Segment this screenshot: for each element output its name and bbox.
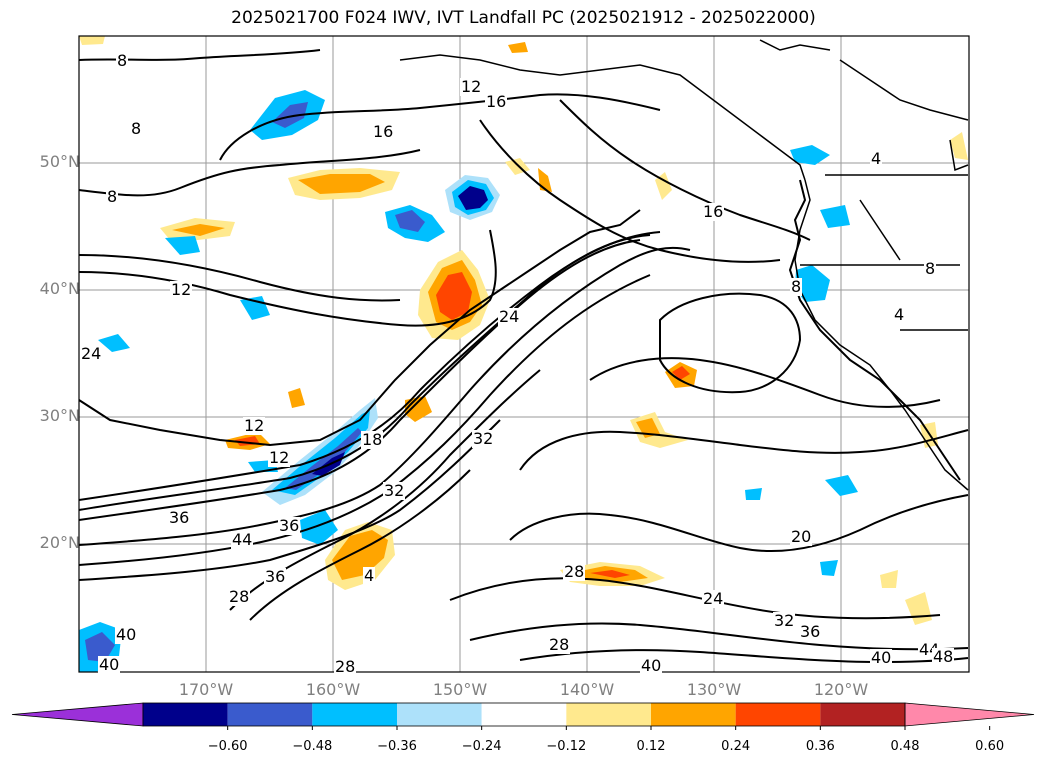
contour-label: 16 xyxy=(372,122,395,141)
contour-label: 18 xyxy=(361,430,384,449)
contour-label: 36 xyxy=(168,508,191,527)
colorbar-bin xyxy=(820,703,905,726)
colorbar-bin xyxy=(227,703,313,726)
contour-label: 36 xyxy=(264,567,287,586)
colorbar-bin xyxy=(312,703,397,726)
contour-label: 12 xyxy=(243,416,266,435)
contour-label: 16 xyxy=(485,92,508,111)
map-content xyxy=(79,36,969,672)
contour-label: 4 xyxy=(870,149,883,168)
colorbar-bin xyxy=(566,703,651,726)
contour-label: 32 xyxy=(773,611,796,630)
contour-label: 36 xyxy=(799,622,822,641)
contour-label: 28 xyxy=(228,587,251,606)
contour-label: 8 xyxy=(790,277,803,296)
contour-label: 12 xyxy=(170,280,193,299)
contour-label: 28 xyxy=(334,657,357,676)
contour-label: 8 xyxy=(106,187,119,206)
coastlines xyxy=(399,39,969,491)
contour-label: 20 xyxy=(790,527,813,546)
colorbar-tick-label: −0.48 xyxy=(292,739,333,754)
contour-label: 44 xyxy=(231,530,254,549)
lat-label-20: 20°N xyxy=(39,533,80,552)
colorbar xyxy=(11,702,1035,730)
colorbar-bin xyxy=(481,703,567,726)
lon-label-130w: 130°W xyxy=(686,680,742,699)
colorbar-tick-label: 0.60 xyxy=(975,739,1005,754)
contour-label: 40 xyxy=(115,625,138,644)
colorbar-bin xyxy=(143,703,228,726)
lon-label-170w: 170°W xyxy=(178,680,234,699)
colorbar-frame xyxy=(142,702,906,727)
contour-label: 48 xyxy=(932,647,955,666)
colorbar-bin xyxy=(651,703,736,726)
colorbar-tick-label: 0.36 xyxy=(805,739,835,754)
lon-label-140w: 140°W xyxy=(559,680,615,699)
colorbar-bin xyxy=(735,703,821,726)
colorbar-tick-label: −0.60 xyxy=(207,739,248,754)
contour-label: 24 xyxy=(702,589,725,608)
lon-label-120w: 120°W xyxy=(813,680,869,699)
plot-frame xyxy=(78,35,970,673)
contour-label: 32 xyxy=(383,481,406,500)
lat-label-40: 40°N xyxy=(39,279,80,298)
lat-label-30: 30°N xyxy=(39,406,80,425)
lon-label-160w: 160°W xyxy=(305,680,361,699)
contour-label: 24 xyxy=(80,344,103,363)
contour-label: 8 xyxy=(130,119,143,138)
contour-label: 12 xyxy=(460,77,483,96)
colorbar-extend-low xyxy=(11,702,144,727)
contour-label: 8 xyxy=(924,259,937,278)
contour-label: 40 xyxy=(98,655,121,674)
contour-label: 24 xyxy=(498,307,521,326)
contour-label: 28 xyxy=(548,635,571,654)
contour-label: 4 xyxy=(363,566,376,585)
colorbar-tick-label: −0.24 xyxy=(461,739,502,754)
contour-label: 40 xyxy=(870,648,893,667)
contour-label: 28 xyxy=(563,562,586,581)
lat-label-50: 50°N xyxy=(39,152,80,171)
contour-label: 8 xyxy=(116,51,129,70)
colorbar-bin xyxy=(397,703,482,726)
contour-label: 36 xyxy=(278,516,301,535)
colorbar-tick-label: 0.12 xyxy=(636,739,666,754)
colorbar-tick-label: 0.48 xyxy=(890,739,920,754)
contour-label: 40 xyxy=(640,656,663,675)
contour-label: 12 xyxy=(268,448,291,467)
contour-label: 16 xyxy=(702,202,725,221)
colorbar-extend-high xyxy=(904,702,1035,727)
colorbar-tick-label: −0.12 xyxy=(546,739,587,754)
lon-label-150w: 150°W xyxy=(432,680,488,699)
map-title: 2025021700 F024 IWV, IVT Landfall PC (20… xyxy=(231,8,816,28)
contour-label: 32 xyxy=(472,429,495,448)
contour-label: 4 xyxy=(893,305,906,324)
colorbar-tick-label: −0.36 xyxy=(377,739,417,754)
colorbar-tick-label: 0.24 xyxy=(721,739,751,754)
